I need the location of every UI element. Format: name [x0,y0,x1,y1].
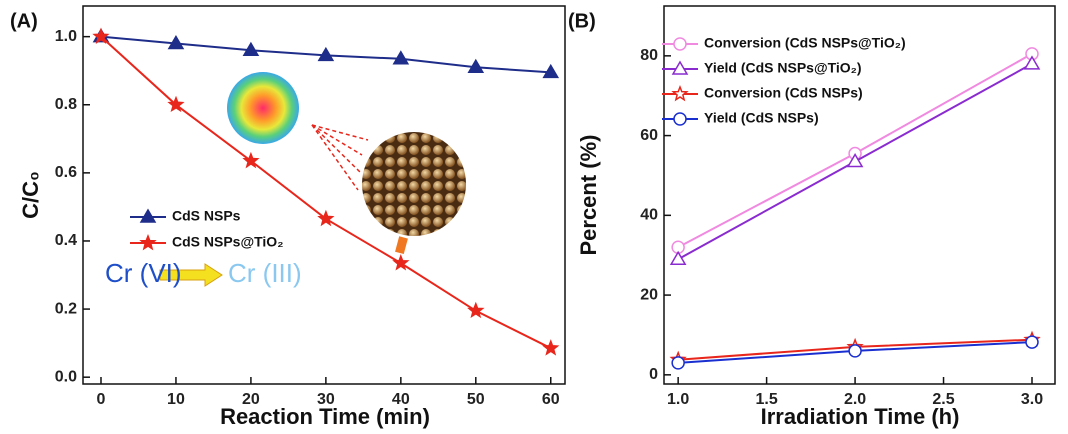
annotation: Cr (III) [228,258,302,288]
marker [167,34,185,50]
legend-marker [139,233,157,251]
x-tick-label: 10 [167,391,185,408]
marker [167,95,185,113]
y-tick-label: 0.8 [55,96,77,113]
legend-label: CdS NSPs@TiO₂ [172,234,283,250]
legend-label: Yield (CdS NSPs) [704,110,819,126]
legend-marker [139,208,157,223]
marker [848,344,862,358]
x-tick-label: 1.5 [755,391,777,408]
legend-label: Yield (CdS NSPs@TiO₂) [704,60,862,76]
marker [317,46,335,62]
marker [671,356,685,370]
x-tick-label: 50 [467,391,485,408]
x-tick-label: 40 [392,391,410,408]
x-tick-label: 0 [97,391,106,408]
y-tick-label: 80 [640,47,658,64]
y-tick-label: 0.6 [55,164,77,181]
plot-frame [663,5,1056,385]
illustration [159,72,466,287]
x-tick-label: 60 [542,391,560,408]
marker [1025,335,1039,349]
marker [242,41,260,57]
marker [1023,55,1041,70]
legend-label: Conversion (CdS NSPs@TiO₂) [704,35,906,51]
y-axis-label: Percent (%) [576,134,601,255]
x-axis-label: Irradiation Time (h) [761,404,960,429]
x-tick-label: 20 [242,391,260,408]
y-tick-label: 0.4 [55,232,77,249]
annotation: Cr (VI) [105,258,182,288]
marker [392,50,410,65]
marker [317,209,335,227]
legend-marker [671,84,689,102]
y-tick-label: 1.0 [55,28,77,45]
legend-marker [671,60,689,75]
marker [392,253,410,271]
y-tick-label: 20 [640,286,658,303]
marker [542,63,560,79]
panel-label: (B) [568,10,596,32]
marker [92,27,110,45]
marker [846,153,864,168]
x-tick-label: 1.0 [667,391,689,408]
marker [467,301,485,319]
x-axis-label: Reaction Time (min) [220,404,430,429]
marker [242,151,260,169]
marker [467,58,485,74]
y-tick-label: 60 [640,127,658,144]
series-line [100,35,552,350]
plot-frame [82,5,566,385]
y-axis-label: C/C₀ [18,171,43,219]
y-tick-label: 0.2 [55,300,77,317]
y-tick-label: 40 [640,207,658,224]
legend-marker [673,112,687,126]
legend-marker [673,37,687,51]
panel-label: (A) [10,10,38,32]
legend-label: Conversion (CdS NSPs) [704,85,863,101]
x-tick-label: 3.0 [1021,391,1043,408]
x-tick-label: 2.5 [932,391,954,408]
y-tick-label: 0.0 [55,368,77,385]
legend-label: CdS NSPs [172,208,241,224]
x-tick-label: 30 [317,391,335,408]
x-tick-label: 2.0 [844,391,866,408]
y-tick-label: 0 [649,366,658,383]
marker [669,250,687,265]
marker [542,339,560,356]
